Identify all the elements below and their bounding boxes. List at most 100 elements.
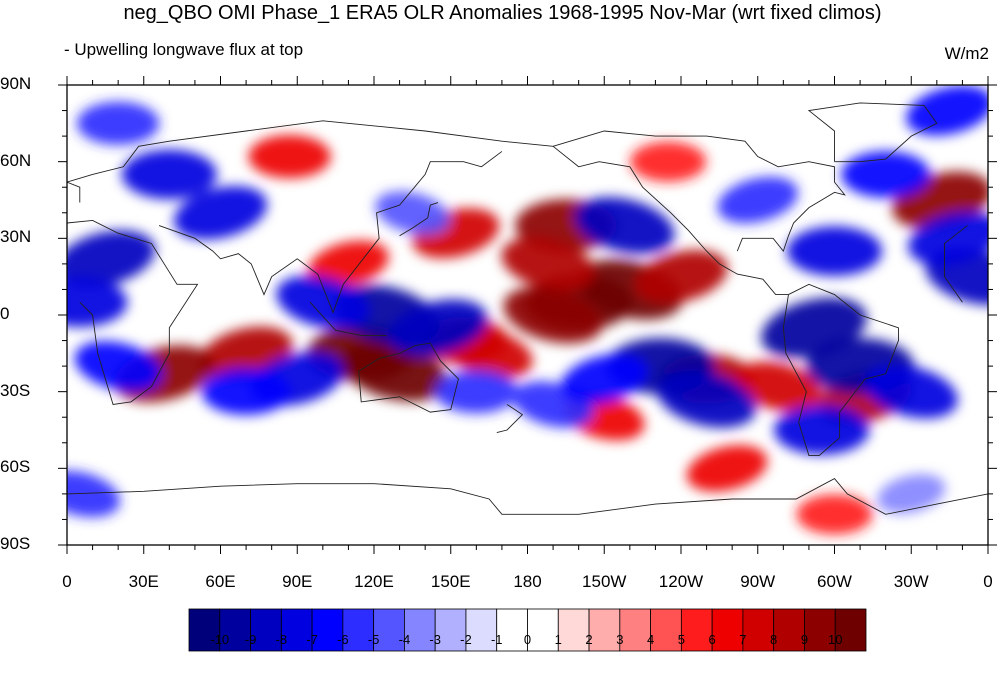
x-tick-label: 90E (282, 572, 313, 591)
colorbar-box (711, 608, 744, 652)
coastline (67, 219, 968, 405)
anomaly-blob (560, 353, 648, 404)
coastline (158, 151, 503, 314)
colorbar-box (311, 608, 344, 652)
colorbar-box (465, 608, 498, 652)
colorbar-label: -3 (429, 632, 441, 647)
colorbar-box (619, 608, 651, 652)
y-tick-label: 90S (0, 534, 31, 553)
colorbar-box (680, 608, 713, 652)
colorbar-label: -9 (244, 632, 257, 647)
anomaly-blob (276, 275, 370, 329)
colorbar-box (773, 608, 805, 652)
colorbar-label: 7 (739, 632, 747, 647)
y-tick-label: 60N (0, 150, 32, 170)
y-tick-label: 60S (0, 457, 31, 477)
anomaly-blob (121, 149, 217, 200)
coastline (552, 130, 846, 253)
anomaly-blob (864, 364, 958, 419)
anomaly-blob (877, 474, 946, 514)
colorbar-label: 1 (554, 632, 562, 647)
x-tick-label: 0 (983, 572, 993, 591)
colorbar-label: 5 (677, 632, 685, 647)
anomaly-blob (375, 191, 450, 235)
y-tick-label: 90N (0, 74, 32, 93)
anomaly-blob (248, 134, 331, 179)
coastline (782, 283, 899, 457)
coastline (67, 120, 554, 203)
anomaly-blob (201, 368, 291, 415)
colorbar-label: -2 (460, 632, 472, 647)
coastline (807, 102, 938, 163)
plot-title: neg_QBO OMI Phase_1 ERA5 OLR Anomalies 1… (123, 2, 882, 24)
colorbar-box (219, 608, 251, 652)
x-tick-label: 150W (582, 572, 627, 591)
anomaly-blob (908, 211, 988, 266)
colorbar-box (496, 608, 528, 652)
x-tick-label: 120E (354, 572, 394, 591)
colorbar-label: 10 (827, 632, 843, 647)
x-tick-label: 30W (893, 572, 929, 591)
x-tick-label: 180 (513, 572, 542, 591)
coastline (399, 202, 439, 237)
colorbar-label: 6 (708, 632, 716, 647)
colorbar-label: -6 (337, 632, 349, 647)
colorbar-label: 0 (523, 632, 532, 647)
colorbar (188, 608, 867, 652)
anomaly-blob (388, 299, 488, 357)
coastline (552, 145, 789, 296)
anomaly-blob (67, 277, 128, 328)
colorbar-label: 4 (646, 632, 655, 647)
colorbar-box (742, 608, 775, 652)
anomaly-blob (74, 341, 162, 392)
anomaly-blob (435, 370, 518, 414)
anomaly-blob (796, 494, 873, 535)
colorbar-label: 9 (800, 632, 809, 647)
colorbar-box (804, 608, 836, 652)
anomaly-blob (656, 370, 757, 428)
anomaly-blob (734, 361, 822, 412)
colorbar-box (557, 608, 590, 652)
anomaly-blob (906, 85, 988, 136)
x-tick-label: 60W (817, 572, 852, 591)
anomaly-blob (503, 286, 603, 344)
anomaly-blob (501, 237, 595, 291)
axis-ticks (58, 76, 997, 554)
coastline (358, 342, 459, 413)
colorbar-box (342, 608, 375, 652)
colorbar-label: 3 (616, 632, 624, 647)
colorbar-box (650, 608, 682, 652)
anomaly-blob (686, 445, 768, 492)
colorbar-box (250, 608, 282, 652)
colorbar-box (834, 608, 867, 652)
x-tick-label: 120W (658, 572, 704, 591)
anomaly-blob (774, 405, 870, 455)
x-tick-label: 30E (128, 572, 159, 591)
anomaly-blob (67, 230, 156, 288)
x-tick-label: 60E (205, 572, 236, 591)
units-label: W/m2 (944, 44, 989, 63)
anomaly-blob (717, 176, 799, 224)
colorbar-label: -8 (275, 632, 288, 647)
colorbar-box (373, 608, 405, 652)
colorbar-label: -4 (398, 632, 411, 647)
colorbar-label: 8 (770, 632, 778, 647)
x-tick-label: 90W (740, 572, 776, 591)
y-tick-label: 0 (0, 304, 10, 323)
anomaly-blob (575, 197, 675, 254)
anomaly-blob (630, 141, 707, 182)
anomaly-blob (786, 226, 883, 276)
x-tick-label: 150E (430, 572, 471, 591)
colorbar-box (280, 608, 313, 652)
coastline (67, 477, 988, 515)
colorbar-label: -10 (210, 632, 230, 647)
y-tick-label: 30N (0, 227, 32, 247)
coastlines (67, 102, 988, 515)
anomaly-blob (173, 186, 268, 240)
colorbar-label: -1 (490, 632, 503, 647)
colorbar-label: -5 (367, 632, 380, 647)
colorbar-box (434, 608, 467, 652)
x-tick-label: 0 (62, 572, 72, 591)
anomaly-blob (841, 151, 931, 198)
